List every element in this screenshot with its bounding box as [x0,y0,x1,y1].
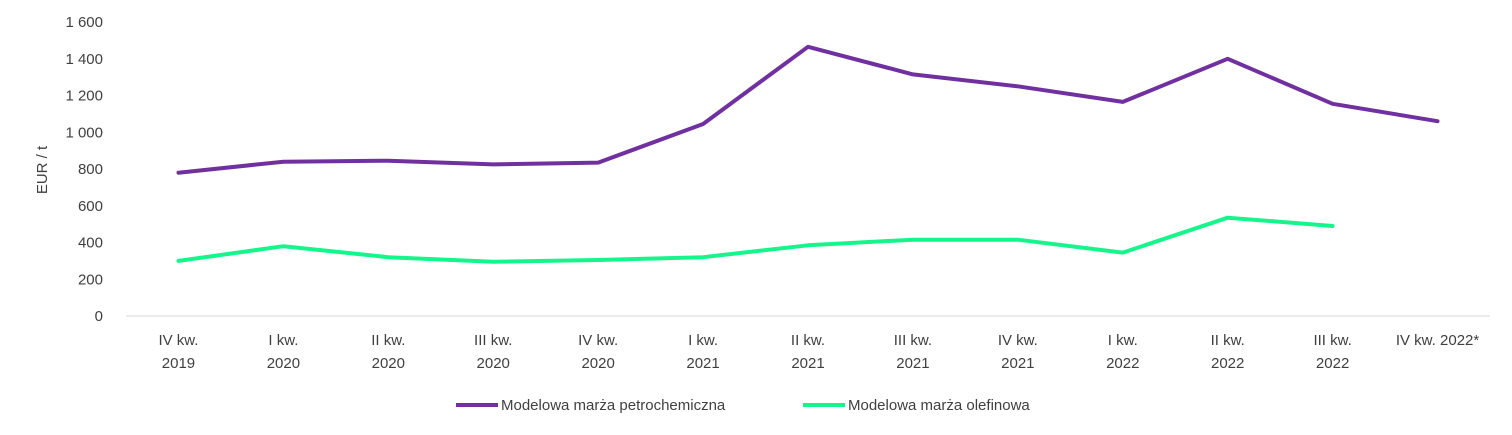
x-tick-label: IV kw. 2020 [578,332,618,372]
y-tick-label: 1 200 [65,88,103,105]
x-tick-label: IV kw. 2019 [158,332,198,372]
legend-label-1: Modelowa marża petrochemiczna [501,397,726,414]
y-tick-label: 600 [78,198,103,215]
x-tick-label: II kw. 2022 [1211,332,1245,372]
x-tick-label: III kw. 2021 [894,332,932,372]
y-tick-label: 800 [78,161,103,178]
x-tick-label: I kw. 2022 [1106,332,1139,372]
x-tick-label: III kw. 2020 [474,332,512,372]
series-lines [176,44,1440,264]
y-tick-label: 1 400 [65,51,103,68]
series-line-1 [176,44,1440,175]
x-tick-label: I kw. 2021 [686,332,719,372]
x-tick-label: III kw. 2022 [1313,332,1351,372]
series-line-2 [176,215,1335,264]
y-tick-label: 0 [95,308,103,325]
legend-label-2: Modelowa marża olefinowa [848,397,1030,414]
y-axis-ticks: 0 200 400 600 800 1 000 1 200 1 400 1 600 [65,14,103,325]
x-tick-label: IV kw. 2022* [1396,332,1480,349]
x-axis-ticks: IV kw. 2019 I kw. 2020 II kw. 2020 III kw. 2020… [158,332,1479,372]
x-tick-label: II kw. 2021 [791,332,825,372]
y-tick-label: 1 600 [65,14,103,31]
y-tick-label: 1 000 [65,124,103,141]
y-tick-label: 400 [78,235,103,252]
x-tick-label: IV kw. 2021 [998,332,1038,372]
x-tick-label: I kw. 2020 [267,332,300,372]
legend: Modelowa marża petrochemiczna Modelowa ma… [456,397,1030,414]
y-axis-label: EUR / t [34,145,51,194]
y-tick-label: 200 [78,271,103,288]
x-tick-label: II kw. 2020 [371,332,405,372]
